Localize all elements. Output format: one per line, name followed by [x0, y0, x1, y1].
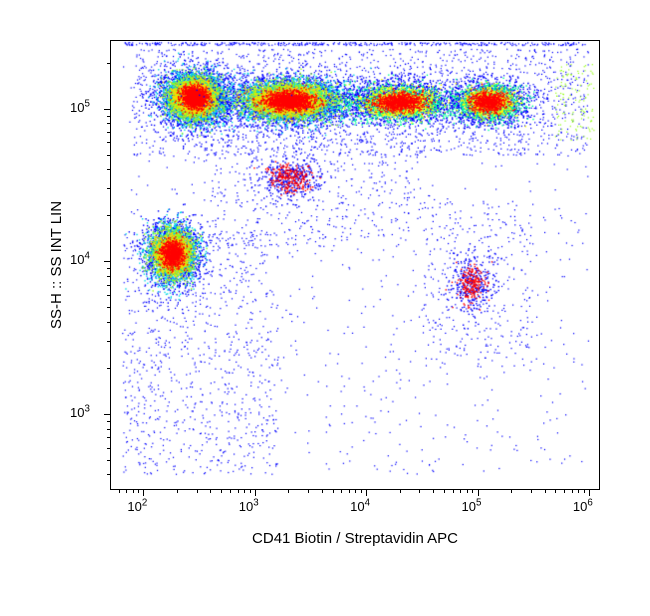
x-tick-label: 102	[127, 500, 147, 513]
y-axis-label: SS-H :: SS INT LIN	[48, 40, 65, 490]
x-tick-label: 106	[573, 500, 593, 513]
y-tick-label: 103	[70, 406, 90, 419]
y-tick-label: 104	[70, 253, 90, 266]
x-tick-label: 104	[350, 500, 370, 513]
x-tick-label: 103	[239, 500, 259, 513]
chart-container: 102 103 104 105 106 103 104 105 CD41 Biotin / S…	[0, 0, 650, 616]
x-tick-label: 105	[462, 500, 482, 513]
x-axis-label: CD41 Biotin / Streptavidin APC	[110, 530, 600, 547]
y-tick-label: 105	[70, 101, 90, 114]
density-scatter-plot	[110, 40, 600, 490]
